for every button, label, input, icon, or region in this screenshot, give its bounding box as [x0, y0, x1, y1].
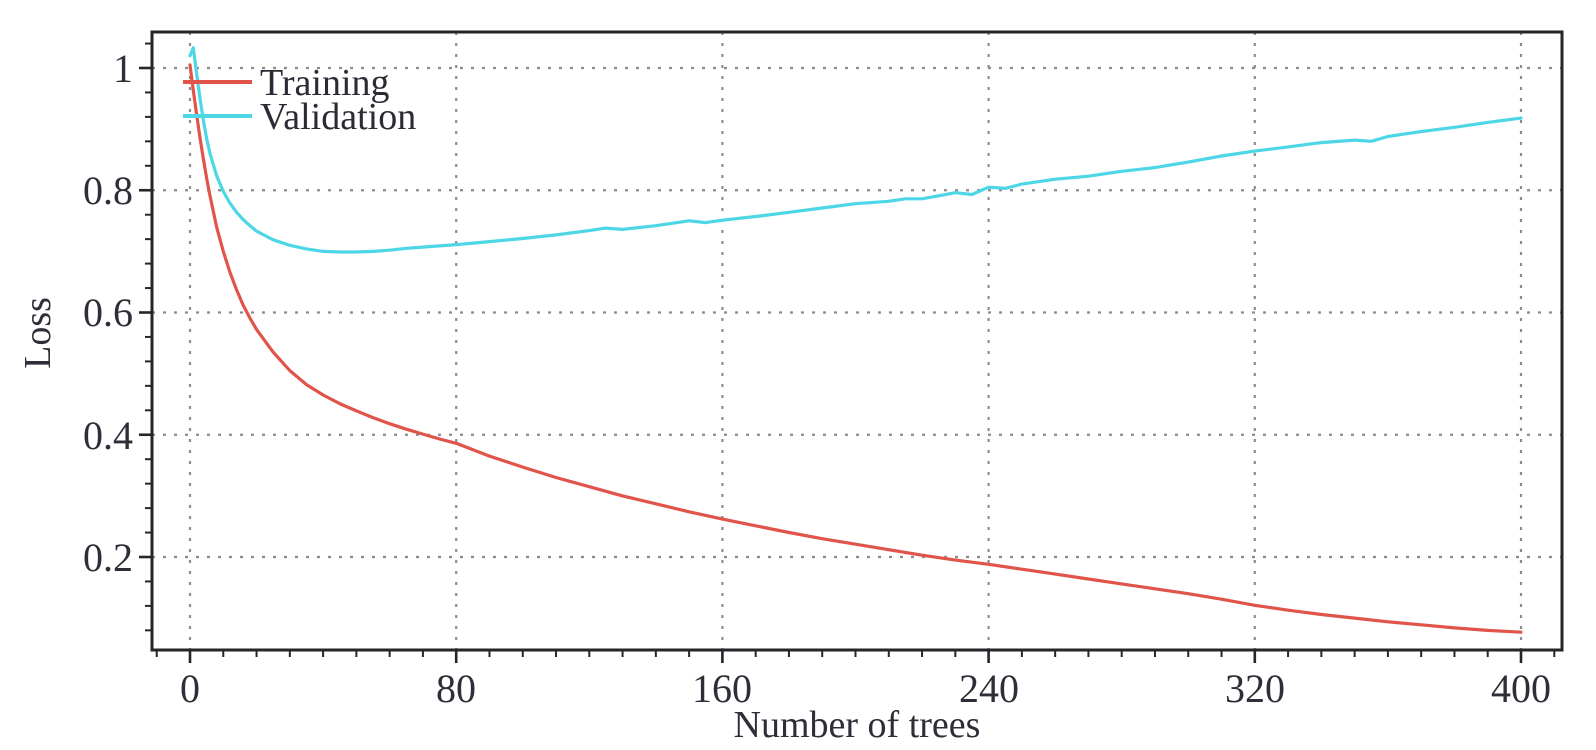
y-axis-title: Loss: [17, 297, 59, 369]
legend-training-label: Training: [260, 62, 390, 104]
training-curve: [188, 63, 1523, 634]
x-tick-label-320: 320: [1225, 666, 1285, 711]
x-axis-title: Number of trees: [734, 704, 981, 746]
curve-layer: [188, 46, 1523, 634]
y-tick-label-0.4: 0.4: [83, 413, 133, 458]
plot-frame: [150, 30, 1564, 652]
tick-layer: [139, 42, 1556, 663]
x-tick-label-400: 400: [1491, 666, 1551, 711]
grid-layer: [152, 32, 1562, 650]
x-tick-label-0: 0: [180, 666, 200, 711]
legend: Training Validation: [183, 62, 416, 138]
legend-validation-label: Validation: [260, 96, 416, 138]
y-tick-labels: 1 0.8 0.6 0.4 0.2: [83, 46, 133, 580]
x-tick-label-80: 80: [436, 666, 476, 711]
y-tick-label-0.2: 0.2: [83, 535, 133, 580]
y-tick-label-1: 1: [113, 46, 133, 91]
x-tick-label-240: 240: [959, 666, 1019, 711]
y-tick-label-0.8: 0.8: [83, 168, 133, 213]
y-tick-label-0.6: 0.6: [83, 290, 133, 335]
x-tick-labels: 0 80 160 240 320 400: [180, 666, 1551, 711]
validation-curve: [188, 46, 1523, 254]
x-tick-label-160: 160: [692, 666, 752, 711]
